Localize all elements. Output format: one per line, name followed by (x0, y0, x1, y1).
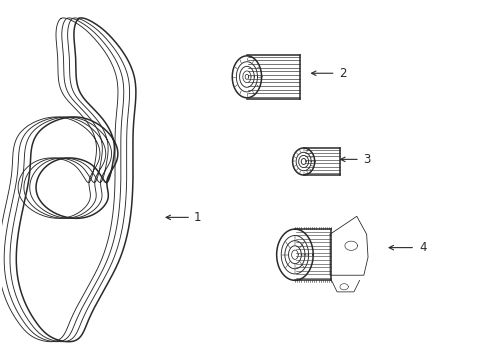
Text: 3: 3 (363, 153, 370, 166)
Text: 2: 2 (338, 67, 346, 80)
Text: 4: 4 (418, 241, 426, 254)
Text: 1: 1 (193, 211, 201, 224)
